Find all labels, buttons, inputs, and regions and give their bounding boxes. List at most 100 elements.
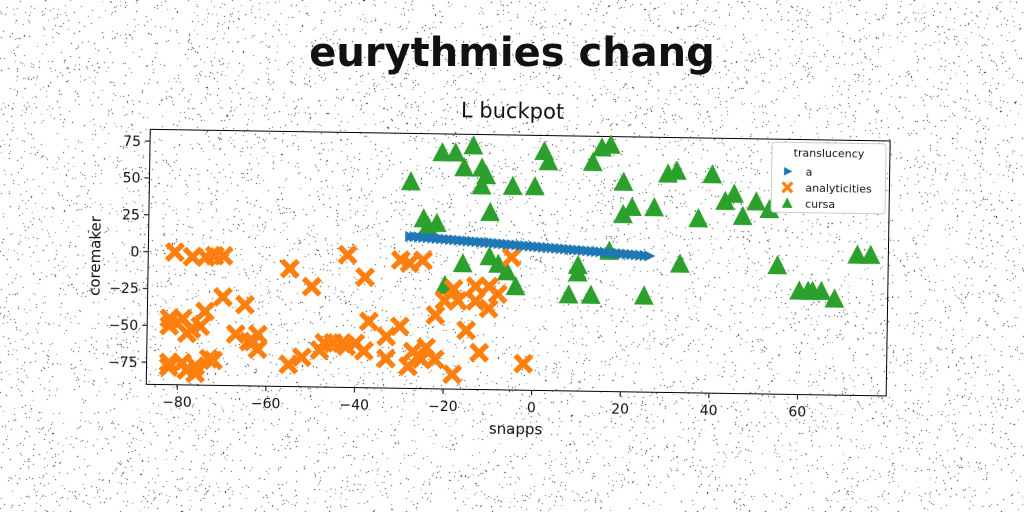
x-tick-label: −20	[428, 399, 458, 415]
marker-cursa	[669, 253, 690, 273]
marker-analyticities	[397, 356, 419, 377]
marker-analyticities	[185, 355, 206, 377]
marker-analyticities	[425, 305, 446, 326]
marker-analyticities	[158, 356, 179, 378]
marker-analyticities	[198, 348, 219, 369]
marker-cursa	[488, 253, 508, 273]
marker-cursa	[480, 201, 500, 222]
marker-analyticities	[469, 342, 490, 363]
x-tick-label: 20	[611, 402, 629, 418]
x-axis-label: snapps	[489, 420, 543, 439]
marker-cursa	[496, 261, 517, 281]
legend-box	[770, 141, 887, 215]
y-tick-label: 0	[130, 244, 139, 260]
x-tick-label: 60	[788, 404, 806, 420]
marker-cursa	[580, 284, 601, 304]
x-tick-label: −60	[251, 396, 281, 412]
marker-a	[644, 250, 656, 262]
marker-cursa	[454, 157, 475, 177]
marker-cursa	[688, 208, 709, 228]
marker-analyticities	[465, 290, 486, 312]
marker-analyticities	[279, 258, 300, 279]
x-tick-label: 0	[527, 400, 536, 416]
marker-cursa	[732, 205, 753, 226]
marker-cursa	[797, 280, 818, 300]
x-axis: −80 −60 −40 −20 0 20 40 60	[162, 384, 806, 421]
marker-cursa	[613, 171, 634, 191]
legend-label-a: a	[806, 166, 813, 179]
chart-title: L buckpot	[461, 98, 565, 124]
marker-cursa	[471, 175, 492, 195]
marker-analyticities	[375, 348, 397, 369]
marker-analyticities	[487, 283, 508, 305]
plot-marks	[158, 134, 881, 385]
marker-analyticities	[358, 311, 379, 332]
scatter-chart: L buckpot −80 −60 −40 −20 0 20 40 60 75 50 25 0 −25…	[86, 98, 891, 439]
marker-cursa	[702, 164, 723, 184]
marker-cursa	[417, 215, 438, 235]
marker-cursa	[558, 284, 579, 304]
marker-analyticities	[501, 247, 522, 268]
marker-analyticities	[412, 250, 434, 271]
marker-analyticities	[309, 340, 330, 361]
marker-analyticities	[402, 341, 423, 362]
legend-title: translucency	[794, 146, 865, 160]
legend-label-cursa: cursa	[805, 198, 835, 211]
marker-analyticities	[190, 316, 211, 337]
marker-analyticities	[213, 245, 234, 266]
marker-analyticities	[424, 349, 445, 370]
marker-cursa	[582, 151, 603, 172]
marker-cursa	[505, 275, 526, 296]
marker-cursa	[479, 246, 500, 266]
axes-frame	[145, 128, 891, 397]
marker-cursa	[400, 171, 421, 191]
marker-analyticities	[781, 181, 794, 194]
marker-cursa	[445, 142, 466, 162]
marker-cursa	[524, 175, 545, 196]
marker-analyticities	[176, 323, 198, 344]
marker-analyticities	[171, 352, 193, 373]
marker-analyticities	[389, 316, 410, 337]
marker-cursa	[432, 142, 453, 162]
marker-cursa	[502, 175, 523, 196]
marker-cursa	[600, 134, 621, 154]
x-tick-label: −80	[162, 395, 192, 411]
marker-a	[783, 167, 793, 176]
y-axis: 75 50 25 0 −25 −50 −75	[108, 134, 151, 371]
marker-cursa	[476, 164, 497, 185]
x-tick-label: 40	[700, 403, 718, 419]
marker-analyticities	[278, 354, 299, 375]
legend: translucency a analyticities cursa	[770, 141, 887, 215]
y-tick-label: 50	[123, 171, 141, 187]
marker-cursa	[644, 197, 664, 217]
marker-cursa	[622, 196, 642, 217]
marker-analyticities	[234, 294, 256, 315]
marker-cursa	[824, 288, 845, 308]
marker-analyticities	[465, 276, 486, 297]
marker-cursa	[613, 203, 633, 224]
series-analyticities	[158, 241, 534, 385]
marker-cursa	[463, 135, 484, 155]
marker-analyticities	[354, 267, 376, 288]
marker-analyticities	[478, 298, 499, 319]
marker-cursa	[759, 198, 780, 219]
x-tick-label: −40	[339, 397, 369, 413]
marker-analyticities	[301, 276, 322, 297]
marker-cursa	[860, 244, 881, 265]
y-axis-label: coremaker	[86, 215, 105, 296]
marker-cursa	[781, 197, 793, 208]
plot-area: L buckpot −80 −60 −40 −20 0 20 40 60 75 50 25 0 −25…	[57, 78, 963, 472]
marker-cursa	[724, 183, 744, 203]
marker-cursa	[811, 280, 832, 301]
marker-cursa	[847, 244, 868, 264]
marker-cursa	[746, 191, 767, 211]
y-tick-label: −50	[108, 318, 138, 334]
marker-cursa	[452, 252, 473, 273]
marker-cursa	[633, 285, 654, 305]
marker-analyticities	[456, 320, 477, 341]
legend-label-analyticities: analyticities	[805, 182, 872, 196]
y-tick-label: −25	[109, 281, 139, 297]
marker-analyticities	[194, 301, 216, 322]
y-tick-label: −75	[108, 355, 138, 371]
marker-analyticities	[353, 340, 375, 361]
